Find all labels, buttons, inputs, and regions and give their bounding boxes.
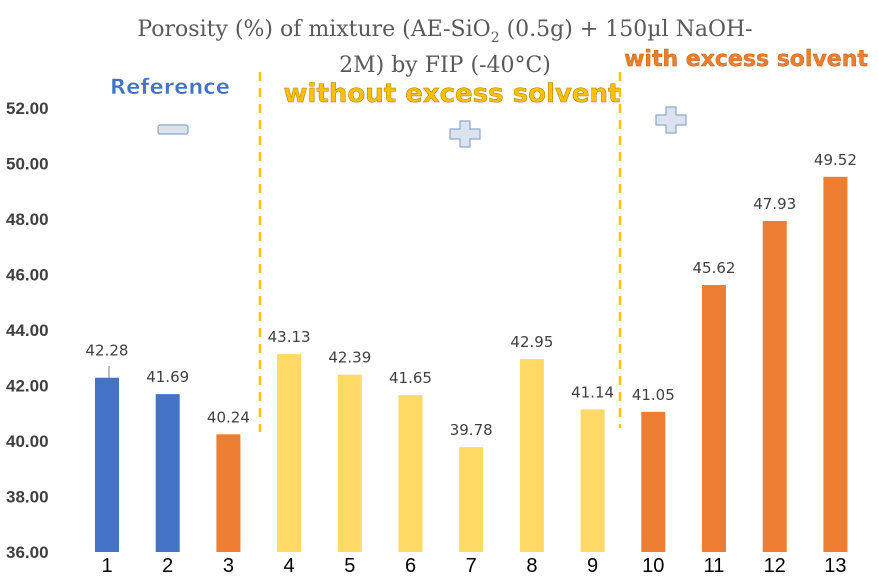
x-tick-label: 2 xyxy=(162,555,173,576)
annotation-without-excess-solvent: without excess solvent xyxy=(284,79,621,109)
data-label: 39.78 xyxy=(450,421,493,439)
bar xyxy=(459,447,484,552)
y-tick-label: 44.00 xyxy=(6,321,49,340)
data-label: 41.14 xyxy=(571,383,614,401)
bar xyxy=(580,409,605,552)
data-label: 49.52 xyxy=(814,151,857,169)
bar xyxy=(277,354,302,552)
minus-icon xyxy=(157,124,189,135)
data-label: 41.69 xyxy=(146,368,189,386)
y-tick-label: 50.00 xyxy=(6,155,49,174)
annotation-with-excess-solvent: with excess solvent xyxy=(624,47,868,72)
data-label: 47.93 xyxy=(753,195,796,213)
bar xyxy=(762,220,787,552)
data-label: 40.24 xyxy=(207,408,250,426)
plus-icon xyxy=(449,120,481,148)
y-tick-label: 46.00 xyxy=(6,266,49,285)
data-label: 42.95 xyxy=(510,333,553,351)
data-label: 42.39 xyxy=(328,349,371,367)
data-label: 43.13 xyxy=(268,328,311,346)
y-tick-label: 52.00 xyxy=(6,99,49,118)
bar xyxy=(641,411,666,552)
data-label: 42.28 xyxy=(86,342,129,360)
chart-title-line1: Porosity (%) of mixture (AE-SiO2 (0.5g) … xyxy=(137,17,752,46)
x-tick-label: 4 xyxy=(284,555,295,576)
y-tick-label: 48.00 xyxy=(6,210,49,229)
bar xyxy=(702,285,726,552)
bar xyxy=(216,434,241,552)
x-tick-label: 9 xyxy=(587,555,598,576)
y-tick-label: 36.00 xyxy=(6,543,49,562)
data-label: 45.62 xyxy=(693,259,736,277)
plus-icon xyxy=(655,106,687,134)
x-tick-label: 7 xyxy=(466,555,477,576)
bar xyxy=(823,176,848,552)
x-tick-label: 12 xyxy=(764,555,786,576)
data-label: 41.65 xyxy=(389,369,432,387)
bar xyxy=(155,394,180,552)
x-tick-label: 13 xyxy=(824,555,846,576)
x-tick-label: 6 xyxy=(405,555,416,576)
annotation-reference: Reference xyxy=(110,75,230,99)
y-tick-label: 38.00 xyxy=(6,488,49,507)
y-tick-label: 40.00 xyxy=(6,432,49,451)
data-labels: 42.28 41.69 40.24 43.13 42.39 41.65 39.78 42.95… xyxy=(86,151,857,439)
x-tick-label: 3 xyxy=(223,555,234,576)
bar xyxy=(519,359,544,552)
x-tick-label: 5 xyxy=(344,555,355,576)
data-label: 41.05 xyxy=(632,386,675,404)
x-tick-label: 1 xyxy=(101,555,112,576)
bars xyxy=(95,176,848,552)
x-axis: 1 2 3 4 5 6 7 8 9 10 11 12 13 xyxy=(101,555,846,576)
chart-title-line2: 2M) by FIP (-40°C) xyxy=(339,53,551,78)
bar xyxy=(398,395,423,552)
x-tick-label: 10 xyxy=(642,555,664,576)
y-tick-label: 42.00 xyxy=(6,377,49,396)
x-tick-label: 8 xyxy=(526,555,537,576)
bar xyxy=(337,374,362,552)
y-axis: 36.00 38.00 40.00 42.00 44.00 46.00 48.00 50.00… xyxy=(6,99,49,562)
bar xyxy=(95,377,119,552)
x-tick-label: 11 xyxy=(704,555,725,576)
